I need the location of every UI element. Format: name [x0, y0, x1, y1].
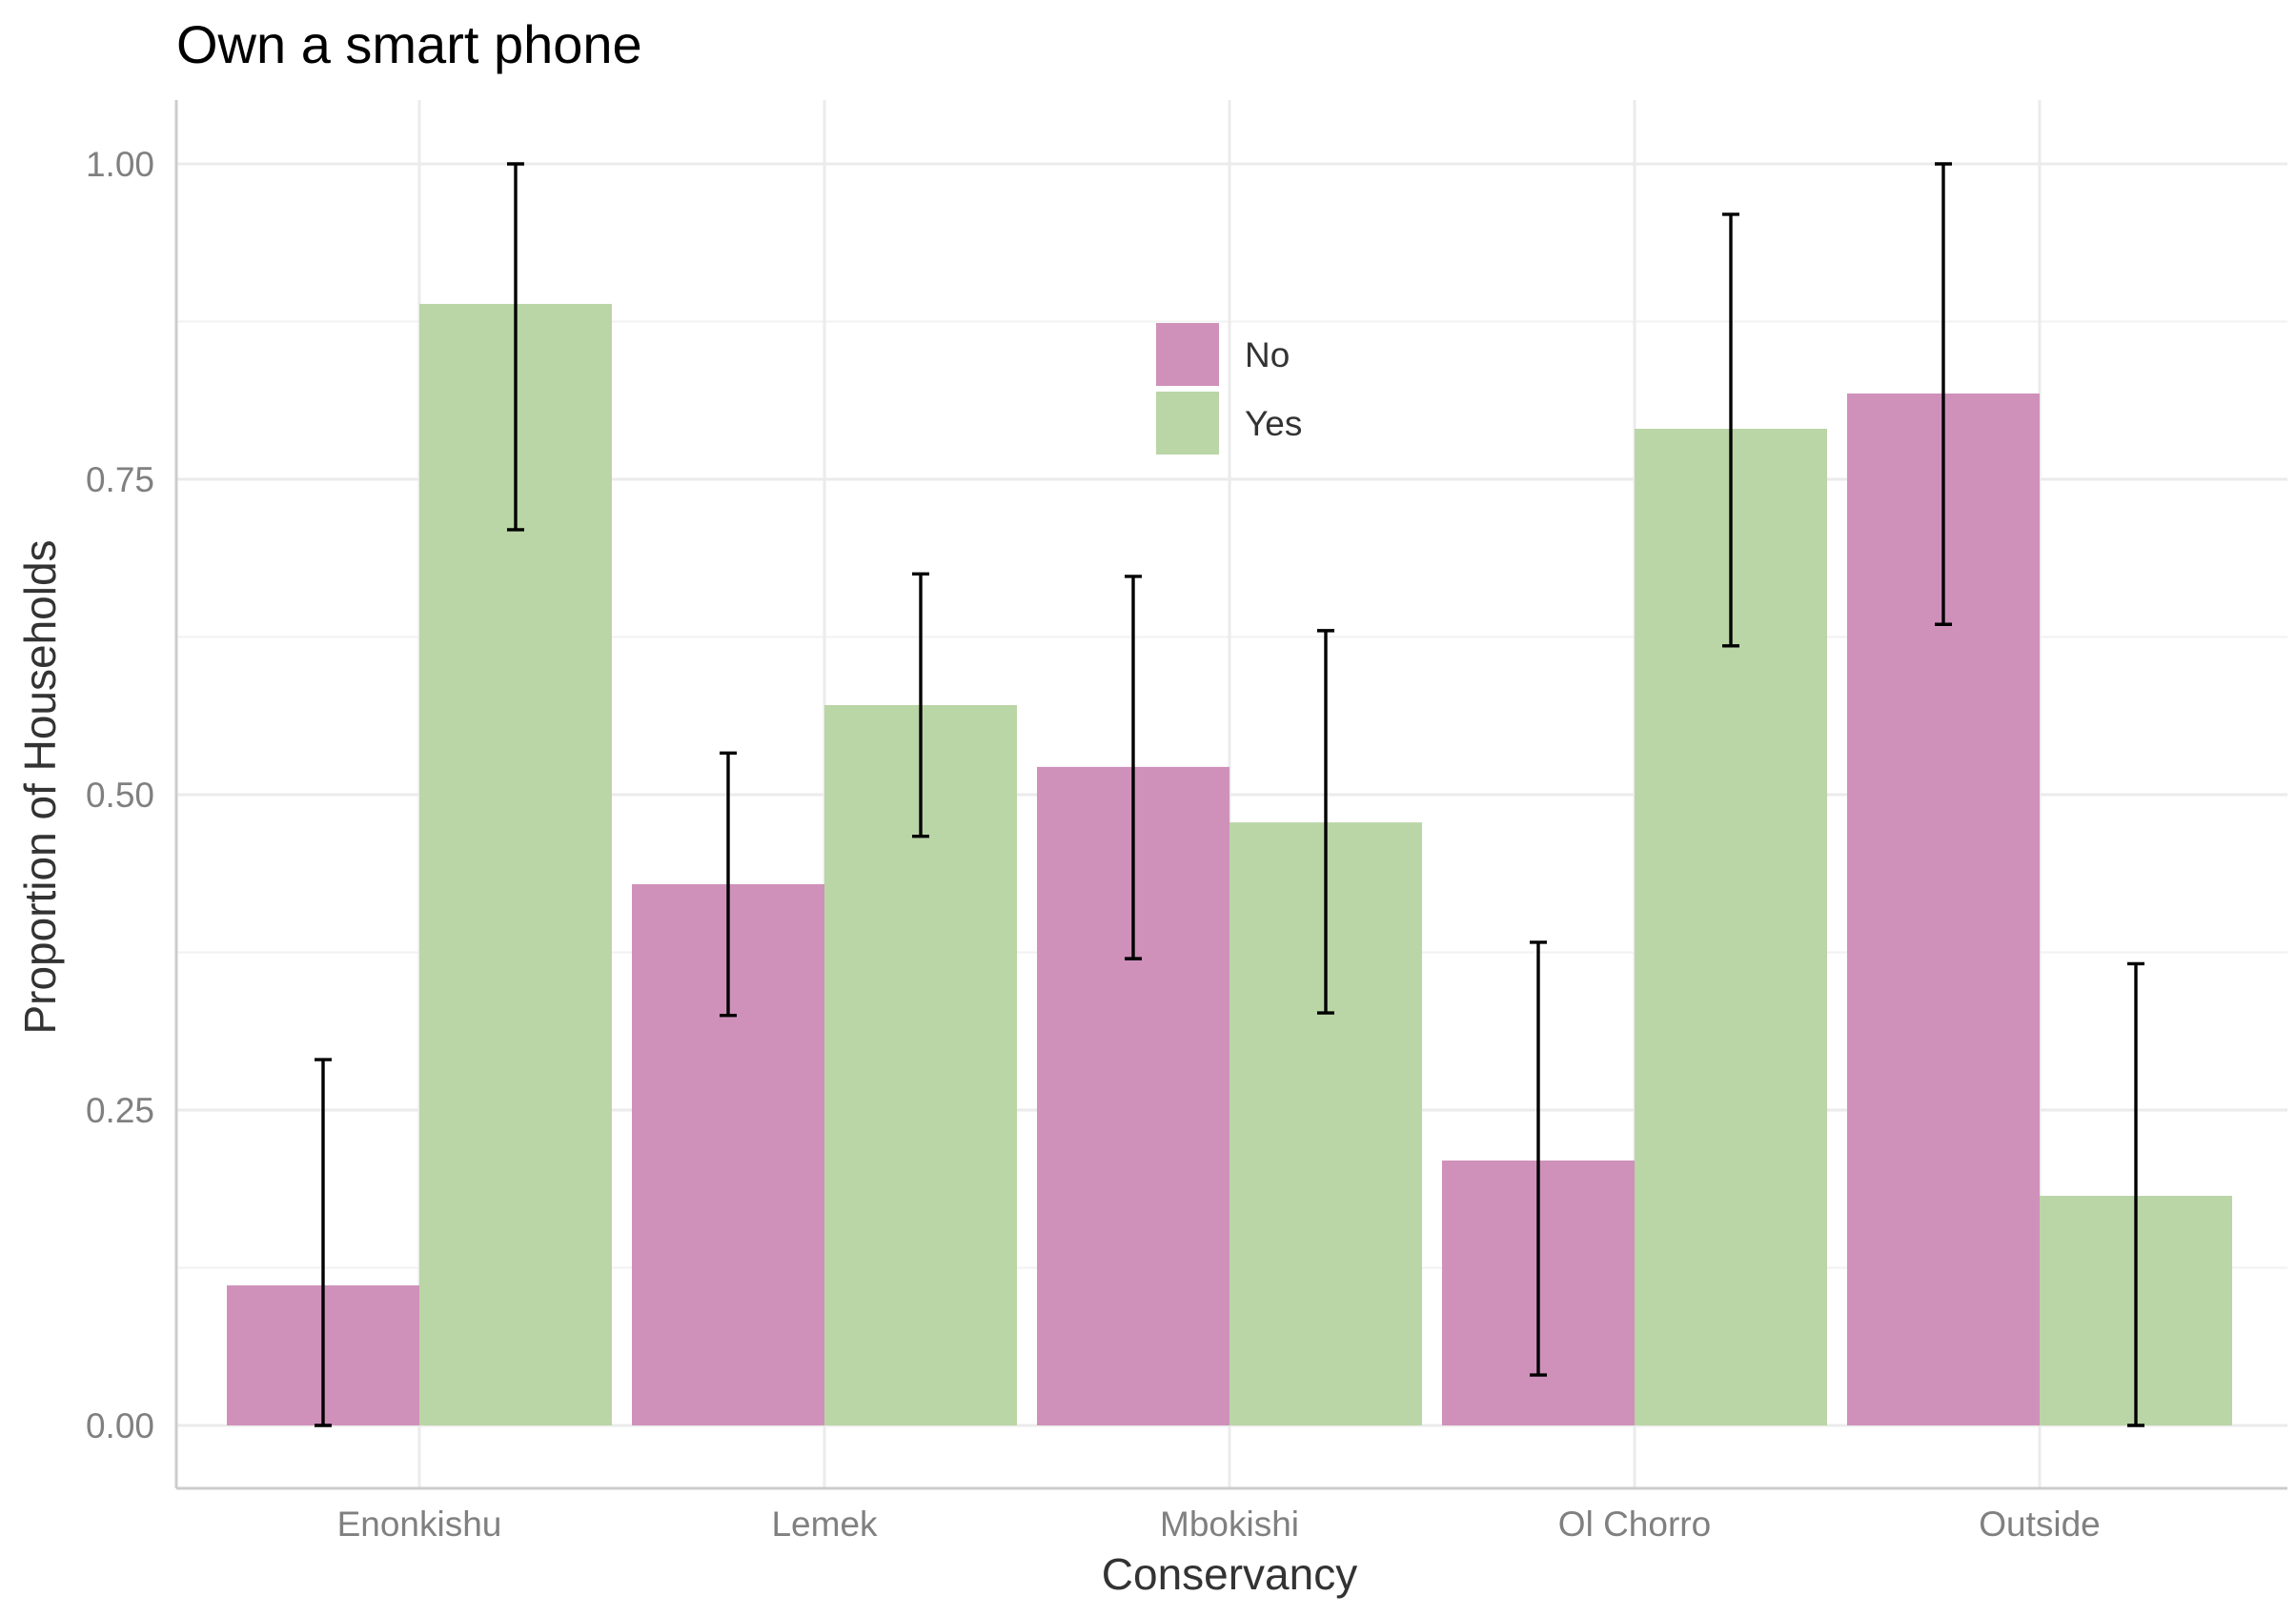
y-tick-label: 0.00	[86, 1406, 154, 1445]
axes	[174, 100, 2287, 1490]
error-bar	[507, 162, 524, 532]
x-tick-label: Mbokishi	[1160, 1505, 1299, 1544]
y-tick-label: 0.75	[86, 460, 154, 499]
error-bar	[1530, 940, 1547, 1377]
x-axis-title: Conservancy	[1102, 1549, 1357, 1599]
error-bar	[315, 1058, 332, 1427]
error-bar	[1722, 212, 1739, 648]
error-bars	[315, 162, 2144, 1427]
x-tick-label: Lemek	[771, 1505, 878, 1544]
error-bar	[1317, 629, 1334, 1015]
legend-label-no: No	[1245, 335, 1290, 374]
y-axis-title: Proportion of Households	[15, 539, 65, 1034]
x-tick-label: Enonkishu	[337, 1505, 502, 1544]
legend-key-yes	[1156, 392, 1219, 454]
error-bar	[912, 572, 929, 838]
error-bar	[720, 751, 737, 1018]
legend-key-no	[1156, 323, 1219, 386]
chart-title: Own a smart phone	[176, 14, 642, 74]
y-tick-label: 1.00	[86, 145, 154, 184]
x-tick-label: Outside	[1979, 1505, 2101, 1544]
error-bar	[2127, 961, 2144, 1427]
error-bar	[1935, 162, 1952, 626]
error-bar	[1125, 575, 1142, 960]
legend-label-yes: Yes	[1245, 404, 1302, 443]
y-tick-label: 0.50	[86, 776, 154, 815]
tick-labels: 0.00 0.25 0.50 0.75 1.00 Enonkishu Lemek Mbokis…	[86, 145, 2101, 1544]
legend: No Yes	[1156, 323, 1302, 454]
x-tick-label: Ol Chorro	[1558, 1505, 1711, 1544]
y-tick-label: 0.25	[86, 1091, 154, 1130]
